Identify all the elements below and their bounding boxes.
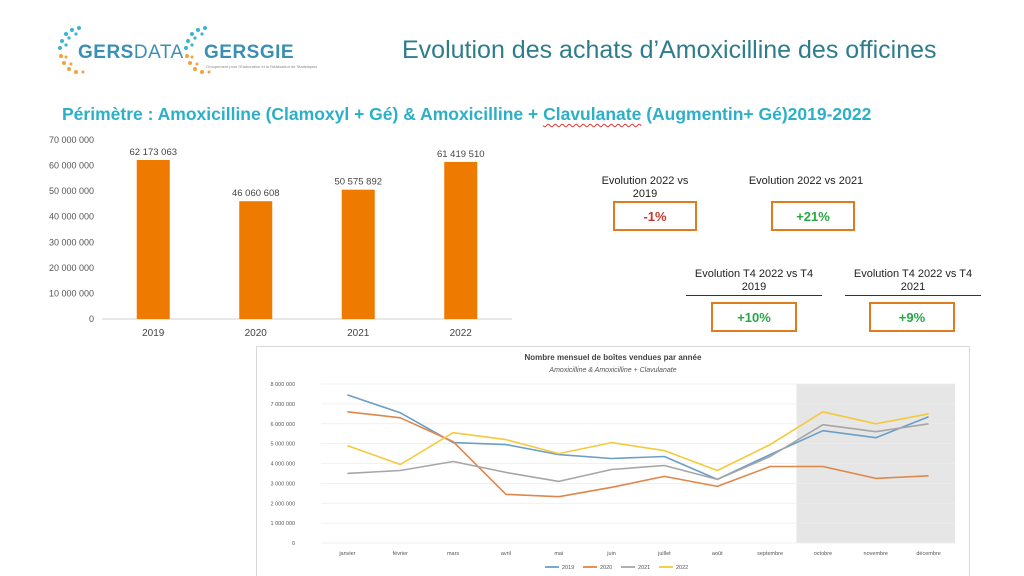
bar-2022 — [444, 161, 478, 319]
evolution-label-2022-vs-2021: Evolution 2022 vs 2021 — [748, 175, 864, 187]
slide-title: Evolution des achats d’Amoxicilline des … — [402, 36, 937, 64]
evolution-label-t4-2022-vs-t4-2021: Evolution T4 2022 vs T4 2021 — [845, 268, 981, 296]
gersgie-wordmark: GERSGIE — [204, 42, 295, 63]
line-series-2021 — [347, 423, 929, 483]
legend-label-2021: 2021 — [638, 565, 650, 571]
line-x-tick-label: octobre — [814, 551, 832, 557]
subtitle-spellcheck-word: Clavulanate — [543, 104, 642, 124]
line-series-2022 — [347, 411, 929, 472]
legend-label-2019: 2019 — [562, 565, 574, 571]
line-x-tick-label: décembre — [916, 551, 940, 557]
bar-2019 — [136, 160, 170, 319]
gersdata-wordmark: GERSDATA — [78, 42, 184, 63]
line-x-tick-label: avril — [501, 551, 511, 557]
dots-logo-icon — [58, 26, 85, 74]
annual-bar-chart: 0 10 000 000 20 000 000 30 000 000 40 000 00… — [49, 135, 512, 339]
line-x-tick-label: août — [712, 551, 723, 557]
line-y-tick-label: 8 000 000 — [271, 382, 295, 388]
bar-y-tick-label: 20 000 000 — [49, 263, 94, 273]
dots-logo-icon — [184, 26, 211, 74]
line-x-tick-label: juin — [606, 551, 616, 557]
bar-x-tick-label: 2019 — [142, 328, 165, 339]
line-y-tick-label: 5 000 000 — [271, 442, 295, 448]
gersgie-tagline: Groupement pour l'Elaboration et la Réal… — [206, 64, 318, 69]
evolution-value-2022-vs-2019: -1% — [613, 201, 697, 231]
legend-label-2020: 2020 — [600, 565, 612, 571]
line-y-tick-label: 6 000 000 — [271, 422, 295, 428]
subtitle-prefix: Périmètre : Amoxicilline (Clamoxyl + Gé)… — [62, 104, 544, 124]
line-x-tick-label: mai — [554, 551, 563, 557]
bar-2020 — [239, 201, 273, 319]
evolution-label-2022-vs-2019: Evolution 2022 vs 2019 — [601, 175, 689, 200]
bar-y-tick-label: 60 000 000 — [49, 161, 94, 171]
monthly-line-chart: 0 1 000 000 2 000 000 3 000 000 4 000 000 5 0… — [271, 353, 955, 571]
line-y-tick-label: 1 000 000 — [271, 521, 295, 527]
line-y-tick-label: 0 — [292, 541, 295, 547]
line-y-tick-label: 2 000 000 — [271, 501, 295, 507]
bar-value-label: 46 060 608 — [232, 188, 280, 199]
subtitle-suffix: (Augmentin+ Gé)2019-2022 — [641, 104, 872, 124]
bar-x-tick-label: 2020 — [245, 328, 268, 339]
evolution-label-t4-2022-vs-t4-2019: Evolution T4 2022 vs T4 2019 — [686, 268, 822, 296]
line-x-tick-label: février — [393, 551, 408, 557]
bar-y-tick-label: 10 000 000 — [49, 288, 94, 298]
bar-x-tick-label: 2021 — [347, 328, 370, 339]
bar-2021 — [341, 189, 375, 319]
line-x-tick-label: septembre — [757, 551, 783, 557]
bar-y-tick-label: 50 000 000 — [49, 186, 94, 196]
legend-label-2022: 2022 — [676, 565, 688, 571]
line-y-tick-label: 3 000 000 — [271, 481, 295, 487]
line-x-tick-label: mars — [447, 551, 459, 557]
slide-subtitle: Périmètre : Amoxicilline (Clamoxyl + Gé)… — [62, 104, 871, 125]
line-y-tick-label: 7 000 000 — [271, 402, 295, 408]
evolution-value-t4-2022-vs-t4-2019: +10% — [711, 302, 797, 332]
line-y-tick-label: 4 000 000 — [271, 462, 295, 468]
line-chart-subtitle: Amoxicilline & Amoxicilline + Clavulanat… — [548, 367, 676, 374]
line-x-tick-label: juillet — [657, 551, 671, 557]
monthly-line-chart-frame: 0 1 000 000 2 000 000 3 000 000 4 000 000 5 0… — [256, 346, 970, 576]
bar-y-tick-label: 70 000 000 — [49, 135, 94, 145]
evolution-value-2022-vs-2021: +21% — [771, 201, 855, 231]
bar-value-label: 61 419 510 — [437, 149, 485, 160]
bar-x-tick-label: 2022 — [450, 328, 473, 339]
bar-y-tick-label: 0 — [89, 314, 94, 324]
gersgie-logo: GERSGIE Groupement pour l'Elaboration et… — [178, 22, 317, 78]
gersdata-logo: GERSDATA — [52, 22, 183, 78]
line-chart-title: Nombre mensuel de boîtes vendues par ann… — [525, 353, 702, 362]
bar-value-label: 62 173 063 — [129, 147, 177, 158]
bar-value-label: 50 575 892 — [334, 177, 382, 188]
line-x-tick-label: janvier — [338, 551, 355, 557]
evolution-value-t4-2022-vs-t4-2021: +9% — [869, 302, 955, 332]
bar-y-tick-label: 30 000 000 — [49, 237, 94, 247]
line-x-tick-label: novembre — [864, 551, 888, 557]
bar-y-tick-label: 40 000 000 — [49, 212, 94, 222]
